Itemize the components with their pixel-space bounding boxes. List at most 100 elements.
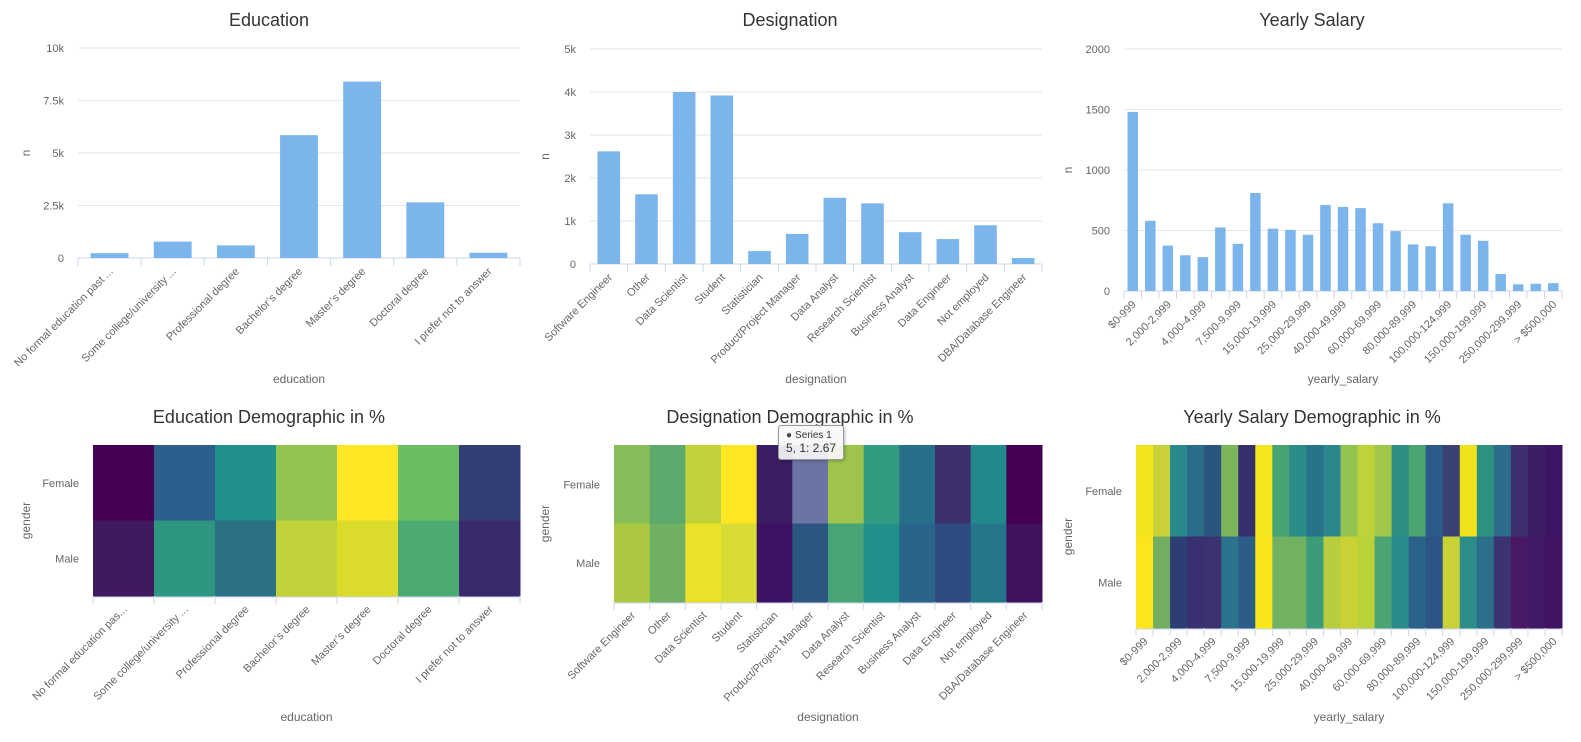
heatmap-cell — [1408, 445, 1427, 537]
heatmap-cell — [1442, 536, 1461, 629]
heatmap-cell — [614, 523, 651, 603]
heatmap-cell — [614, 445, 651, 524]
heatmap-cell — [1153, 536, 1171, 629]
bar — [343, 81, 382, 258]
x-tick-label: Research Scientist — [814, 610, 887, 683]
bar — [1215, 227, 1226, 291]
heatmap-cell — [649, 523, 686, 603]
bar — [1232, 243, 1244, 291]
bar — [1145, 220, 1156, 291]
heatmap-cell — [459, 445, 521, 521]
bar — [1285, 229, 1296, 291]
heatmap-cell — [1527, 445, 1546, 537]
heatmap-cell — [1170, 445, 1188, 537]
y-tick-label: Male — [576, 558, 600, 570]
y-tick-label: 0 — [1104, 286, 1110, 298]
heatmap-tooltip: ● Series 1 5, 1: 2.67 — [778, 425, 845, 460]
x-tick-label: Research Scientist — [805, 272, 878, 345]
heatmap-cell — [792, 523, 829, 603]
heatmap-cell — [1391, 445, 1410, 537]
heatmap-cell — [337, 445, 399, 521]
y-tick-label: Female — [563, 479, 600, 491]
y-tick-label: 4k — [564, 87, 576, 99]
heatmap-cell — [1272, 536, 1290, 629]
bar — [153, 241, 192, 258]
chart-title: Designation Demographic in % — [666, 407, 913, 427]
x-tick-label: Master’s degree — [309, 604, 373, 668]
heatmap-cell — [1493, 536, 1512, 629]
heatmap-cell — [215, 445, 277, 521]
heatmap-cell — [1459, 445, 1478, 537]
heatmap-cell — [276, 520, 338, 597]
y-axis-title: gender — [538, 505, 552, 542]
x-tick-label: No formal education pas... — [30, 604, 129, 703]
bar — [280, 135, 318, 258]
heatmap-cell — [1510, 445, 1529, 537]
heatmap-cell — [1136, 536, 1154, 629]
x-axis-title: yearly_salary — [1314, 710, 1385, 724]
x-tick-label: Doctoral degree — [371, 604, 435, 668]
bar — [710, 95, 734, 264]
bar — [1495, 274, 1506, 291]
chart-title: Yearly Salary Demographic in % — [1183, 407, 1440, 427]
y-tick-label: 1500 — [1086, 105, 1110, 117]
x-tick-label: Other — [625, 271, 653, 299]
x-axis-title: yearly_salary — [1308, 372, 1379, 386]
heatmap-cell — [1221, 536, 1239, 629]
bar — [1337, 206, 1349, 291]
x-tick-label: 250,000-299,999 — [1458, 636, 1525, 703]
heatmap-cell — [1459, 536, 1478, 629]
heatmap-cell — [721, 523, 758, 603]
designation-bar-chart: Designation 0 1k 2k 3k 4k 5k n Software Engineer… — [527, 0, 1054, 395]
heatmap-cell — [1255, 536, 1273, 629]
bar — [1162, 245, 1174, 291]
education-bar-chart: Education 0 2.5k 5k 7.5k 10k n No formal educat… — [0, 0, 527, 395]
heatmap-cell — [1391, 536, 1410, 629]
y-tick-label: 3k — [564, 130, 576, 142]
x-tick-label: Doctoral degree — [368, 266, 432, 330]
y-tick-label: Female — [42, 478, 79, 490]
heatmap-cell — [1289, 445, 1307, 537]
heatmap-cell — [1187, 536, 1205, 629]
x-tick-label: 100,000-124,999 — [1387, 299, 1454, 366]
salary-heatmap: Yearly Salary Demographic in % Female Male… — [1054, 395, 1581, 737]
tooltip-value: 5, 1: 2.67 — [786, 441, 837, 455]
heatmap-cell — [93, 445, 155, 521]
heatmap-cell — [1510, 536, 1529, 629]
tooltip-series: Series 1 — [795, 430, 832, 441]
bar — [936, 239, 960, 264]
x-tick-label: Bachelor’s degree — [234, 266, 305, 337]
heatmap-cell — [685, 445, 722, 524]
chart-title: Education Demographic in % — [153, 407, 385, 427]
bar — [1180, 255, 1191, 291]
x-tick-label: Student — [710, 610, 745, 645]
x-tick-label: Professional degree — [164, 266, 242, 344]
x-tick-label: Business Analyst — [856, 610, 923, 677]
heatmap-cell — [337, 520, 399, 597]
heatmap-cell — [1204, 445, 1222, 537]
heatmap-cell — [1153, 445, 1171, 537]
heatmap-cell — [685, 523, 722, 603]
heatmap-cell — [93, 520, 155, 597]
bar — [1250, 192, 1261, 291]
bar — [1512, 284, 1524, 291]
bar — [672, 92, 696, 264]
heatmap-cell — [756, 523, 793, 603]
heatmap-cell — [1170, 536, 1188, 629]
chart-title: Education — [229, 10, 309, 30]
y-axis-title: gender — [19, 502, 33, 539]
heatmap-cell — [863, 523, 900, 603]
heatmap-cell — [154, 445, 216, 521]
heatmap-cell — [899, 523, 936, 603]
heatmap-cell — [1187, 445, 1205, 537]
y-axis-title: n — [1061, 167, 1075, 174]
x-axis-title: designation — [797, 710, 858, 724]
heatmap-cell — [1425, 445, 1444, 537]
heatmap-cell — [970, 523, 1007, 603]
y-tick-label: 7.5k — [43, 96, 64, 108]
heatmap-cell — [1408, 536, 1427, 629]
chart-title: Yearly Salary — [1259, 10, 1364, 30]
x-tick-label: Master’s degree — [304, 266, 368, 330]
heatmap-cell — [1289, 536, 1307, 629]
bar — [1372, 223, 1384, 291]
